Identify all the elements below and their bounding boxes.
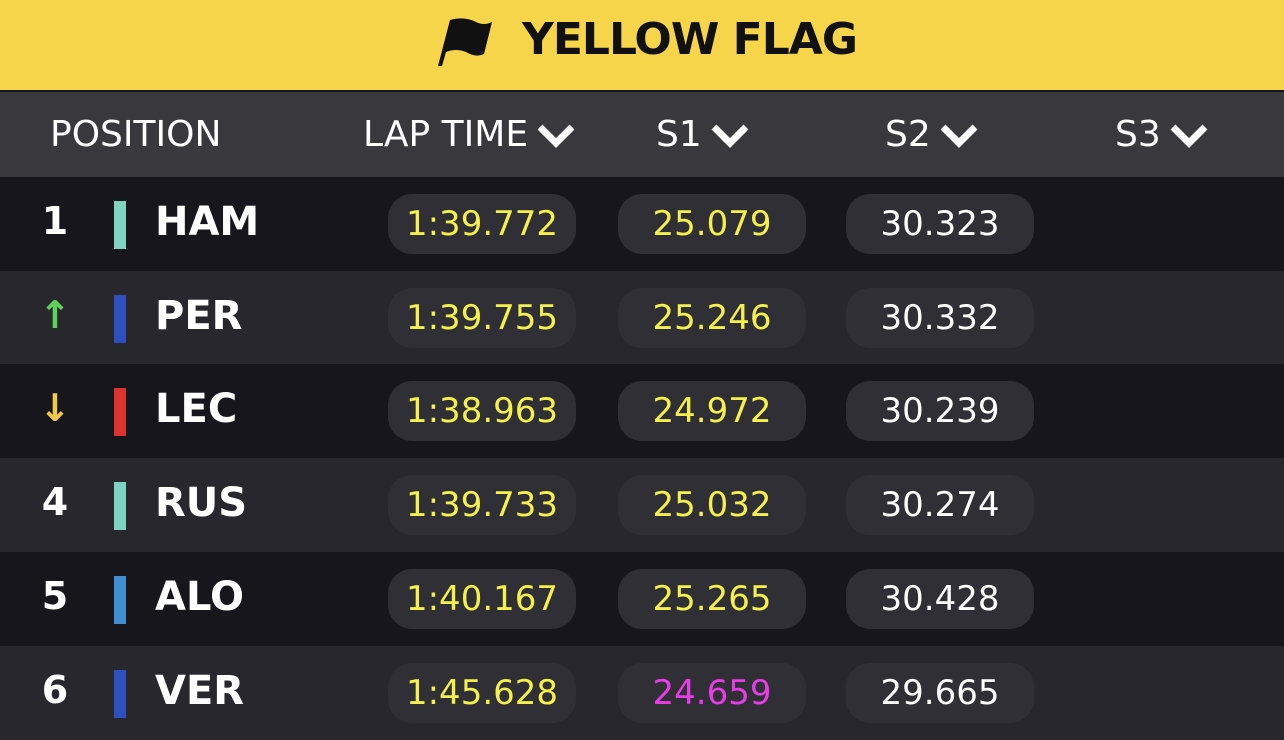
sector-2: 30.332: [846, 287, 1034, 348]
lap-time: 1:45.628: [388, 662, 576, 723]
sector-1: 25.265: [618, 568, 806, 629]
sector-2: 30.274: [846, 475, 1034, 536]
position: ↑: [39, 292, 71, 337]
team-color: [114, 294, 126, 343]
flag-banner: YELLOW FLAG: [0, 0, 1284, 90]
sector-1: 24.659: [618, 662, 806, 723]
lap-time: 1:39.755: [388, 287, 576, 348]
column-header[interactable]: LAP TIME: [363, 114, 576, 155]
column-header: POSITION: [50, 114, 221, 155]
driver-code: ALO: [155, 573, 245, 620]
position: 4: [41, 480, 69, 525]
lap-time: 1:39.733: [388, 475, 576, 536]
sort-chevron[interactable]: [1169, 121, 1209, 149]
position: 5: [41, 573, 69, 618]
sector-2: 30.239: [846, 381, 1034, 442]
driver-row: 1 HAM 1:39.772 25.079 30.323: [0, 177, 1284, 271]
team-color: [114, 388, 126, 437]
team-color: [114, 482, 126, 531]
sector-1: 25.032: [618, 475, 806, 536]
driver-code: PER: [155, 292, 243, 339]
sort-chevron[interactable]: [710, 121, 750, 149]
column-header[interactable]: S1: [656, 114, 750, 155]
column-label: S2: [885, 114, 931, 155]
driver-row: 4 RUS 1:39.733 25.032 30.274: [0, 458, 1284, 553]
lap-time: 1:38.963: [388, 381, 576, 442]
sort-chevron[interactable]: [939, 121, 979, 149]
sector-2: 30.428: [846, 568, 1034, 629]
driver-row: ↑ PER 1:39.755 25.246 30.332: [0, 270, 1284, 365]
column-header[interactable]: S3: [1115, 114, 1209, 155]
driver-row: 5 ALO 1:40.167 25.265 30.428: [0, 551, 1284, 646]
position: ↓: [39, 386, 71, 431]
flag-icon: [438, 18, 492, 66]
driver-code: RUS: [155, 480, 248, 527]
sector-1: 25.246: [618, 287, 806, 348]
column-label: POSITION: [50, 114, 222, 155]
lap-time: 1:40.167: [388, 568, 576, 629]
team-color: [114, 201, 126, 249]
team-color: [114, 669, 126, 718]
position: 6: [41, 667, 69, 712]
column-label: LAP TIME: [363, 114, 529, 155]
column-label: S3: [1115, 114, 1161, 155]
sort-chevron[interactable]: [536, 121, 576, 149]
team-color: [114, 575, 126, 624]
driver-code: LEC: [155, 386, 238, 433]
sector-2: 29.665: [846, 662, 1034, 723]
position: 1: [41, 199, 69, 243]
sector-2: 30.323: [846, 194, 1034, 254]
banner-title: YELLOW FLAG: [522, 14, 858, 65]
sector-1: 25.079: [618, 194, 806, 254]
sector-1: 24.972: [618, 381, 806, 442]
column-label: S1: [656, 114, 702, 155]
driver-code: VER: [155, 667, 245, 714]
header-row: POSITION LAP TIME S1 S2 S3: [0, 92, 1284, 177]
driver-code: HAM: [155, 199, 260, 245]
column-header[interactable]: S2: [885, 114, 979, 155]
driver-row: 6 VER 1:45.628 24.659 29.665: [0, 645, 1284, 740]
driver-row: ↓ LEC 1:38.963 24.972 30.239: [0, 364, 1284, 459]
lap-time: 1:39.772: [388, 194, 576, 254]
